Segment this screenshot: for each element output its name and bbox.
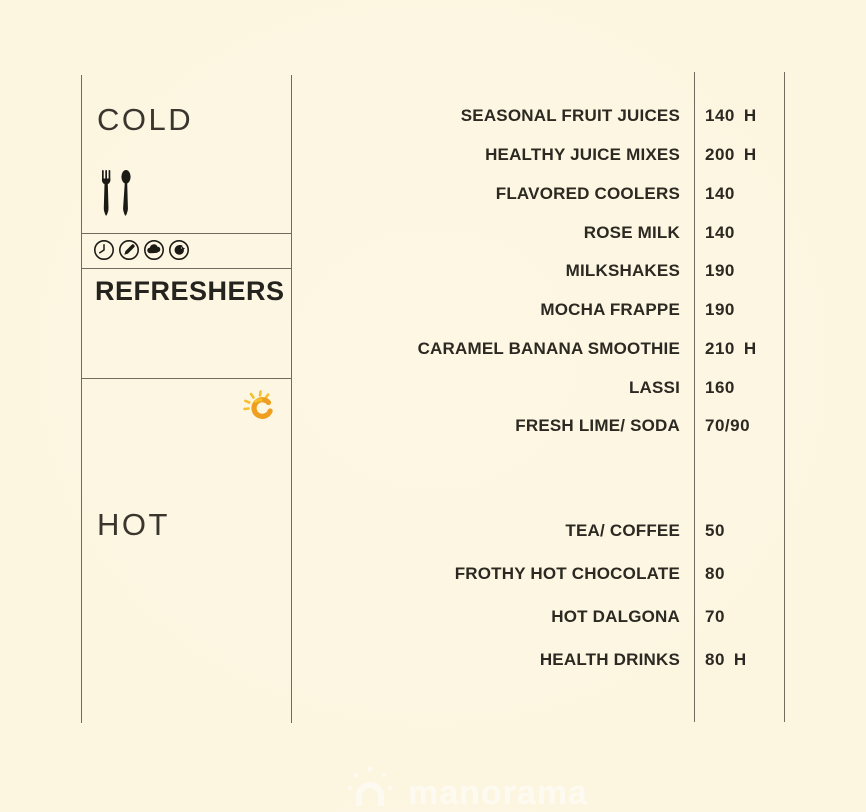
attribute-badges [93,239,190,261]
menu-item-price-value: 70/90 [705,416,751,436]
hot-menu-list: TEA/ COFFEE 50 FROTHY HOT CHOCOLATE 80 H… [0,510,866,681]
manorama-watermark: manorama [344,766,588,810]
menu-item-row: HEALTHY JUICE MIXES 200 H [0,136,866,175]
menu-item-price-value: 210 [705,338,735,358]
menu-item-label: HOT DALGONA [551,606,680,626]
left-panel-divider-1 [81,233,292,234]
cold-section-label: COLD [97,102,194,137]
hot-section-label: HOT [97,507,170,542]
menu-item-price: 140 H [705,106,757,126]
menu-item-price-value: 70 [705,606,725,626]
menu-item-price: 70/90 [705,416,759,436]
menu-item-price: 70 [705,607,734,627]
menu-item-price: 190 [705,261,744,281]
menu-item-row: FROTHY HOT CHOCOLATE 80 [0,553,866,596]
menu-item-tag: H [743,338,757,358]
menu-item-price: 140 [705,223,744,243]
clock-icon [94,240,114,260]
menu-item-row: HEALTH DRINKS 80 H [0,638,866,681]
left-panel-divider-2 [81,268,292,269]
manorama-watermark-text: manorama [408,774,588,812]
menu-item-label: ROSE MILK [583,222,680,242]
menu-item-row: FRESH LIME/ SODA 70/90 [0,407,866,446]
sun-icon [241,389,275,428]
menu-item-price: 140 [705,184,744,204]
menu-item-row: LASSI 160 [0,368,866,407]
menu-item-label: HEALTHY JUICE MIXES [485,145,680,165]
menu-item-row: FLAVORED COOLERS 140 [0,175,866,214]
menu-item-price: 210 H [705,339,757,359]
menu-item-price-value: 80 [705,564,725,584]
menu-item-price: 50 [705,521,734,541]
menu-item-label: HEALTH DRINKS [539,649,680,669]
menu-item-price-value: 80 [705,649,725,669]
menu-item-price-value: 140 [705,106,735,126]
refreshers-title: REFRESHERS [95,276,285,306]
menu-item-row: HOT DALGONA 70 [0,596,866,639]
menu-item-label: TEA/ COFFEE [565,521,680,541]
menu-item-label: CARAMEL BANANA SMOOTHIE [417,338,680,358]
menu-item-tag: H [743,145,757,165]
menu-item-price-value: 140 [705,183,735,203]
cloud-icon [144,240,164,260]
bird-icon [169,240,189,260]
menu-item-row: CARAMEL BANANA SMOOTHIE 210 H [0,330,866,369]
menu-item-price-value: 190 [705,261,735,281]
right-edge-rule [784,72,785,722]
menu-item-label: FLAVORED COOLERS [495,183,680,203]
menu-item-price: 190 [705,300,744,320]
menu-item-row: TEA/ COFFEE 50 [0,510,866,553]
menu-item-row: ROSE MILK 140 [0,213,866,252]
fork-and-spoon-icon [99,170,137,229]
menu-item-price-value: 190 [705,300,735,320]
menu-item-price-value: 50 [705,521,725,541]
menu-item-label: SEASONAL FRUIT JUICES [460,106,680,126]
menu-item-price: 200 H [705,145,757,165]
menu-item-label: MOCHA FRAPPE [540,300,680,320]
menu-item-price: 80 H [705,650,747,670]
left-panel-border-left [81,75,82,723]
menu-item-row: MILKSHAKES 190 [0,252,866,291]
menu-item-price-value: 160 [705,377,735,397]
menu-item-tag: H [733,649,747,669]
menu-item-row: SEASONAL FRUIT JUICES 140 H [0,97,866,136]
manorama-logo-sun-icon [348,766,392,806]
menu-item-price: 160 [705,378,744,398]
menu-item-row: MOCHA FRAPPE 190 [0,291,866,330]
menu-item-price-value: 140 [705,222,735,242]
cold-menu-list: SEASONAL FRUIT JUICES 140 H HEALTHY JUIC… [0,97,866,446]
menu-item-price-value: 200 [705,145,735,165]
pencil-icon [119,240,139,260]
menu-item-label: LASSI [628,377,680,397]
price-column-rule [694,72,695,722]
menu-item-label: MILKSHAKES [565,261,680,281]
menu-item-tag: H [743,106,757,126]
left-panel-border-right [291,75,292,723]
menu-item-label: FRESH LIME/ SODA [515,416,680,436]
left-panel-divider-3 [81,378,292,379]
menu-item-label: FROTHY HOT CHOCOLATE [454,564,680,584]
menu-item-price: 80 [705,564,734,584]
